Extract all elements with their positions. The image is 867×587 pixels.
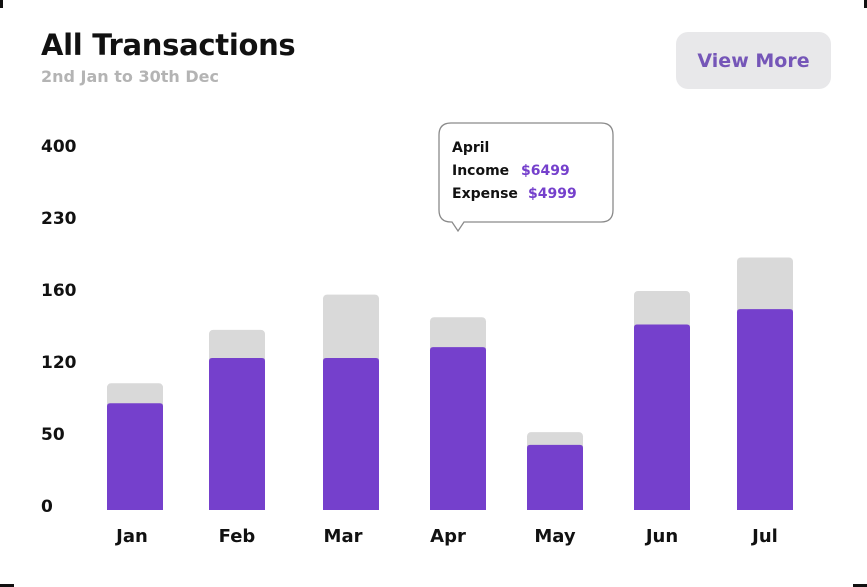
x-tick-label: Jun (644, 526, 678, 547)
bar-group-mar[interactable] (323, 294, 379, 510)
bar-total-segment[interactable] (634, 290, 690, 331)
corner-mark-bottom-right (853, 584, 867, 587)
y-tick-label: 400 (41, 137, 77, 157)
bar-group-feb[interactable] (209, 329, 265, 510)
bar-income-segment[interactable] (430, 347, 486, 510)
y-tick-label: 160 (41, 281, 77, 301)
x-tick-label: May (534, 526, 576, 547)
x-tick-label: Jul (750, 526, 778, 547)
bar-group-jun[interactable] (634, 290, 690, 510)
date-range-subtitle: 2nd Jan to 30th Dec (41, 67, 219, 86)
bar-group-jan[interactable] (107, 383, 163, 510)
bar-group-may[interactable] (527, 432, 583, 510)
bar-total-segment[interactable] (737, 257, 793, 316)
view-more-button[interactable]: View More (676, 32, 831, 89)
x-tick-label: Mar (324, 526, 363, 547)
corner-mark-top-right (864, 0, 867, 8)
y-tick-label: 50 (41, 425, 65, 445)
bar-income-segment[interactable] (323, 357, 379, 510)
tooltip-box (438, 122, 614, 233)
tooltip-row-label: Expense (452, 186, 518, 202)
bar-income-segment[interactable] (527, 444, 583, 510)
bar-group-jul[interactable] (737, 257, 793, 510)
bar-total-segment[interactable] (107, 383, 163, 410)
bar-total-segment[interactable] (209, 329, 265, 364)
bar-income-segment[interactable] (737, 309, 793, 510)
bar-group-apr[interactable] (430, 317, 486, 510)
corner-mark-top-left (0, 0, 3, 8)
bar-total-segment[interactable] (323, 294, 379, 364)
bar-total-segment[interactable] (430, 317, 486, 354)
tooltip-row-label: Income (452, 163, 509, 179)
y-tick-label: 120 (41, 353, 77, 373)
tooltip-row-value: $4999 (528, 186, 577, 202)
tooltip-row-value: $6499 (521, 163, 570, 179)
bar-income-segment[interactable] (634, 324, 690, 510)
y-tick-label: 0 (41, 497, 53, 517)
tooltip-month-label: April (452, 140, 489, 156)
y-tick-label: 230 (41, 209, 77, 229)
x-tick-label: Apr (430, 526, 466, 547)
corner-mark-bottom-left (0, 584, 14, 587)
bar-income-segment[interactable] (107, 403, 163, 510)
x-tick-label: Jan (114, 526, 148, 547)
x-tick-label: Feb (219, 526, 256, 547)
bar-income-segment[interactable] (209, 357, 265, 510)
chart-title: All Transactions (41, 28, 296, 62)
